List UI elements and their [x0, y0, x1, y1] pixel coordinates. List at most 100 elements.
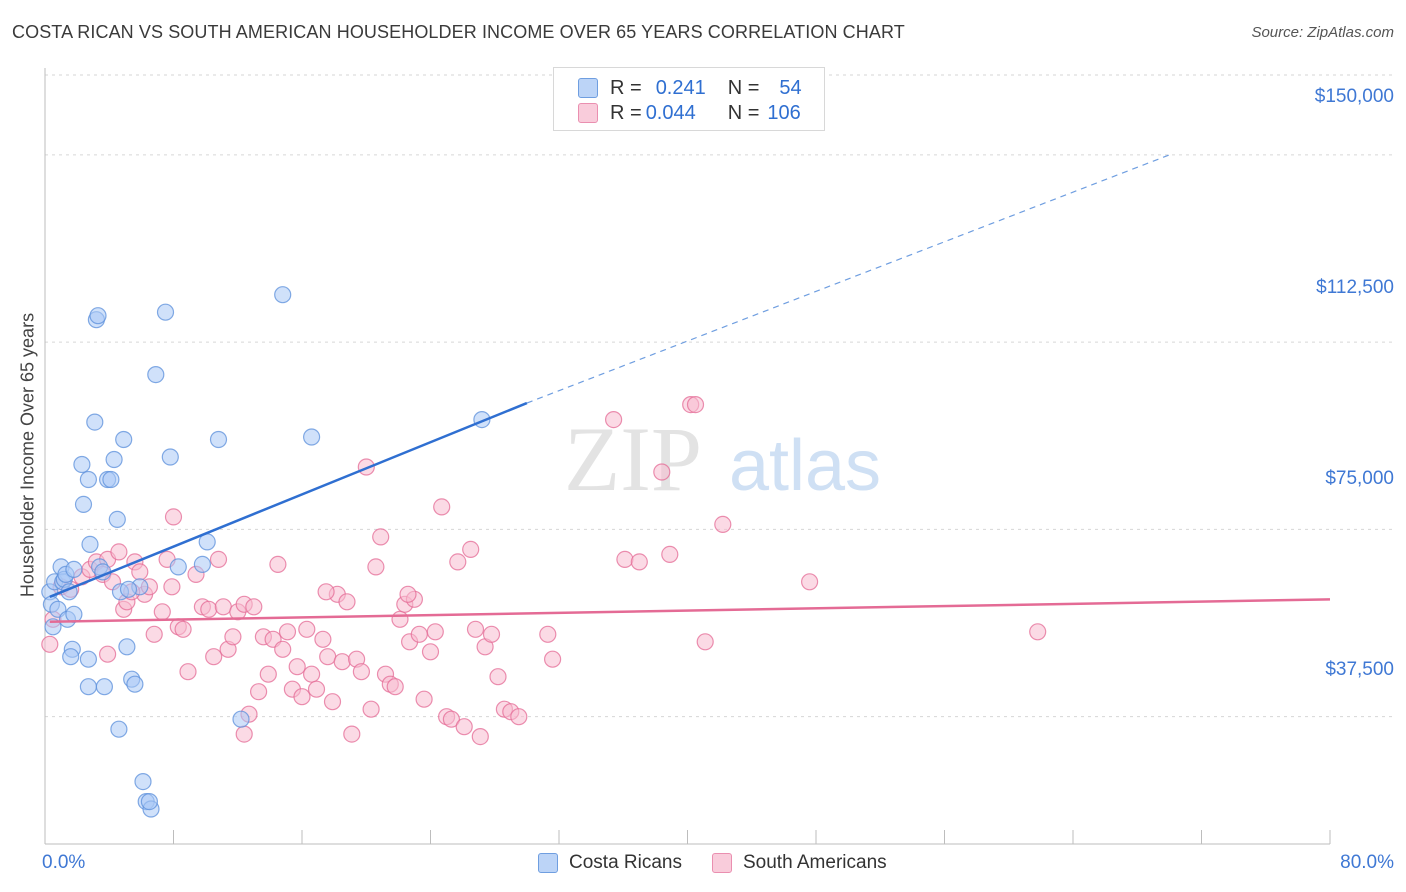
costa-ricans-point — [115, 430, 133, 449]
y-tick-label: $37,500 — [1325, 659, 1394, 680]
south-americans-point — [224, 628, 242, 646]
south-americans-point — [352, 663, 370, 681]
south-americans-point — [209, 550, 228, 569]
legend-row-south-americans: R = 0.044 N = 106 — [578, 101, 801, 125]
costa-ricans-point — [209, 430, 228, 449]
south-americans-point — [274, 640, 292, 658]
south-americans-point — [98, 645, 117, 663]
south-americans-point — [323, 693, 342, 711]
costa-ricans-point — [193, 555, 211, 574]
south-americans-point — [307, 680, 326, 698]
costa-ricans-point — [86, 413, 104, 431]
bottom-legend-swatch — [712, 853, 732, 873]
south-americans-point — [110, 543, 128, 561]
south-americans-trend-line — [49, 598, 1331, 624]
south-americans-point — [338, 593, 356, 611]
costa-ricans-point — [140, 792, 158, 811]
costa-ricans-point — [110, 720, 128, 738]
y-tick-label: $150,000 — [1314, 86, 1394, 107]
bottom-legend-swatch — [538, 853, 558, 873]
south-americans-point — [686, 396, 705, 414]
south-americans-point — [163, 578, 181, 596]
south-americans-point — [250, 683, 268, 701]
y-tick-label: $112,500 — [1316, 277, 1394, 298]
south-americans-point — [449, 553, 467, 571]
south-americans-point — [510, 708, 528, 726]
bottom-legend-south-americans: South Americans — [712, 852, 887, 874]
bottom-legend-costa-ricans: Costa Ricans — [538, 852, 682, 874]
south-americans-point — [489, 668, 507, 686]
south-americans-point — [367, 558, 385, 576]
costa-ricans-point — [119, 580, 138, 598]
legend-row-costa-ricans: R = 0.241 N = 54 — [578, 76, 802, 100]
legend-r-label: R = — [610, 76, 642, 99]
south-americans-point — [696, 633, 714, 651]
south-americans-point — [372, 528, 390, 546]
y-axis-label: Householder Income Over 65 years — [17, 312, 38, 598]
south-americans-point — [415, 690, 433, 708]
watermark-zip: ZIP — [564, 408, 702, 510]
legend-n-value: 106 — [767, 101, 801, 124]
costa-ricans-point — [161, 448, 179, 466]
south-americans-point — [303, 665, 321, 683]
south-americans-point — [333, 653, 351, 671]
south-americans-point — [343, 725, 361, 743]
legend-r-value: 0.044 — [645, 101, 696, 124]
south-americans-point — [259, 665, 277, 683]
costa-ricans-point — [147, 366, 165, 384]
south-americans-point — [235, 725, 253, 743]
legend-n-value: 54 — [779, 76, 802, 99]
bottom-legend-label: South Americans — [743, 852, 887, 873]
costa-ricans-trend-extension — [526, 154, 1170, 404]
costa-ricans-point — [65, 560, 83, 579]
costa-ricans-point — [73, 455, 91, 474]
costa-ricans-trend-line — [49, 401, 528, 598]
south-americans-point — [164, 508, 183, 526]
legend: R = 0.241 N = 54 R = 0.044 N = 106 — [553, 67, 825, 131]
costa-ricans-point — [156, 303, 175, 321]
y-tick-label: $75,000 — [1325, 468, 1394, 489]
costa-ricans-point — [105, 450, 123, 469]
south-americans-point — [466, 620, 485, 638]
south-americans-point — [174, 620, 192, 638]
south-americans-point — [455, 718, 473, 736]
south-americans-point — [442, 710, 460, 728]
legend-swatch-south-americans — [578, 103, 598, 123]
south-americans-point — [131, 563, 149, 581]
legend-n-label: N = — [727, 76, 760, 99]
south-americans-point — [661, 545, 679, 564]
legend-swatch-costa-ricans — [578, 78, 598, 98]
south-americans-point — [269, 555, 287, 574]
south-americans-point — [145, 625, 163, 643]
costa-ricans-point — [134, 772, 152, 791]
south-americans-point — [319, 648, 337, 666]
legend-r-label: R = — [610, 101, 642, 124]
south-americans-point — [214, 598, 232, 616]
costa-ricans-point — [65, 605, 83, 623]
south-americans-point — [604, 411, 623, 429]
south-americans-point — [630, 553, 648, 571]
x-tick-label-max: 80.0% — [1340, 852, 1394, 873]
south-americans-point — [245, 598, 263, 616]
bottom-legend-label: Costa Ricans — [569, 852, 682, 873]
costa-ricans-point — [79, 678, 98, 696]
costa-ricans-point — [303, 428, 321, 446]
costa-ricans-point — [108, 510, 126, 529]
south-americans-point — [543, 650, 562, 668]
costa-ricans-point — [169, 558, 187, 576]
south-americans-point — [314, 630, 332, 648]
south-americans-point — [482, 625, 501, 643]
south-americans-point — [653, 463, 671, 481]
south-americans-point — [362, 700, 380, 718]
south-americans-point — [153, 603, 171, 621]
x-tick-label-min: 0.0% — [42, 852, 86, 873]
south-americans-point — [288, 658, 306, 676]
costa-ricans-point — [126, 675, 144, 693]
costa-ricans-point — [102, 470, 120, 489]
south-americans-point — [616, 550, 634, 569]
south-americans-point — [410, 625, 428, 643]
source-label: Source: ZipAtlas.com — [1251, 24, 1394, 41]
costa-ricans-point — [89, 307, 107, 325]
costa-ricans-point — [95, 678, 114, 696]
south-americans-point — [179, 663, 197, 681]
